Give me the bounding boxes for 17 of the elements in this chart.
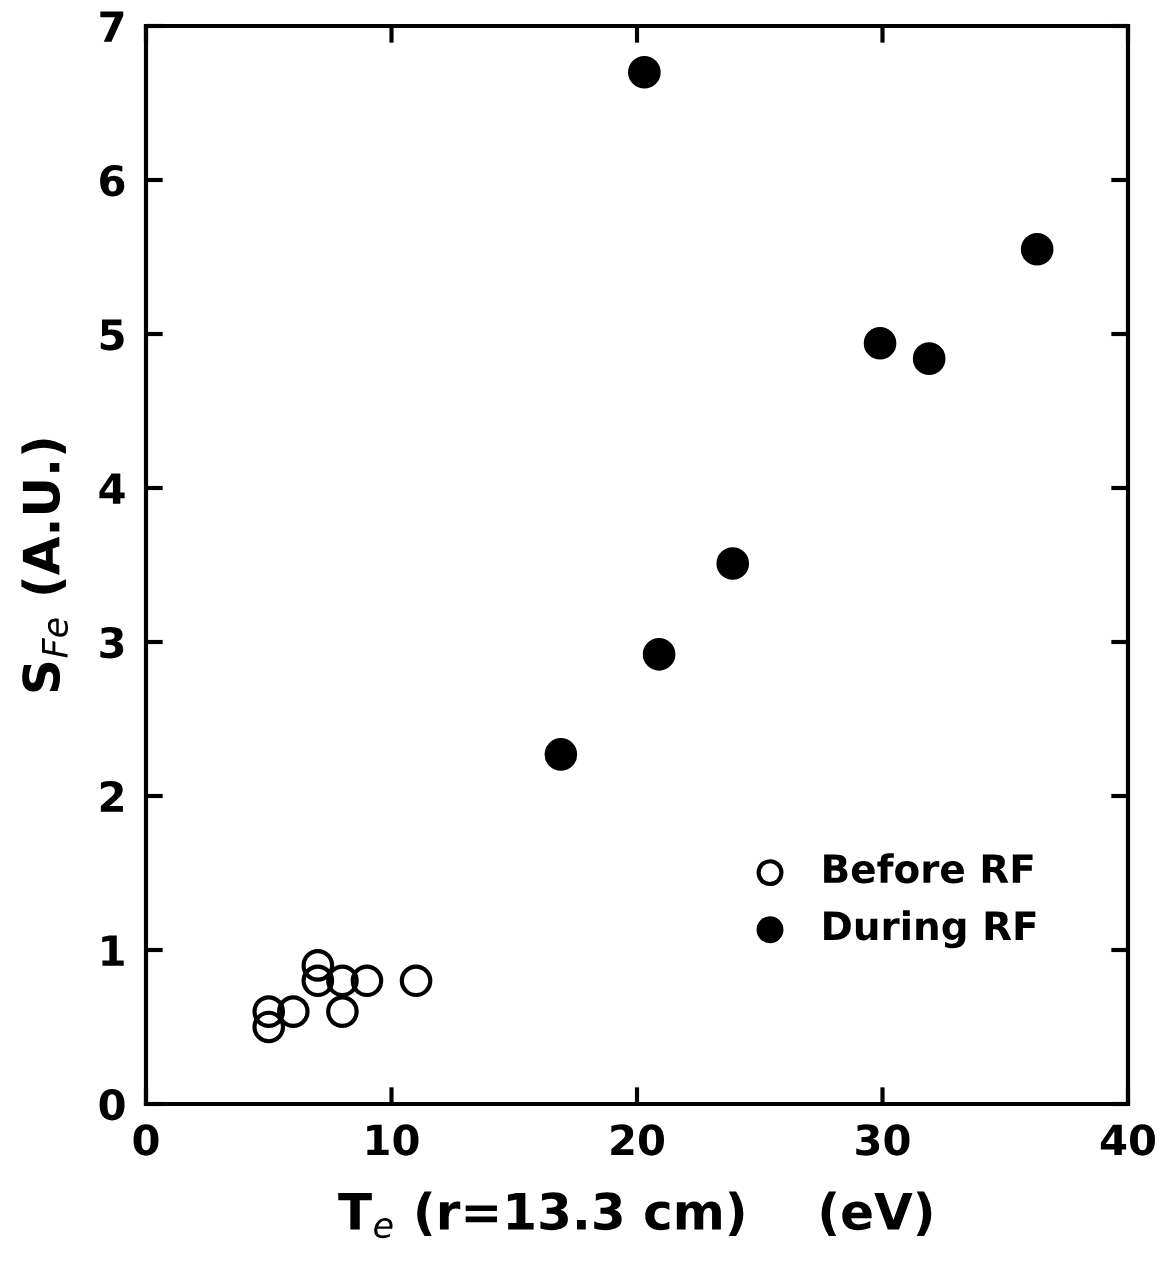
x-tick-label: 40 [1100, 1124, 1155, 1156]
y-tick-label: 2 [100, 780, 123, 812]
y-tick-label: 1 [102, 935, 124, 966]
y-tick-label: 7 [100, 11, 124, 42]
y-tick-label: 3 [100, 626, 124, 659]
y-axis-title: S$_{Fe}$ (A.U.) [21, 439, 69, 692]
y-tick-label: 4 [99, 473, 125, 504]
x-tick-label: 30 [856, 1124, 910, 1156]
legend-label: Before RF [824, 853, 1033, 884]
y-tick-label: 6 [100, 164, 125, 197]
x-tick-label: 0 [133, 1124, 159, 1156]
legend-label: During RF [824, 910, 1036, 949]
x-tick-label: 20 [611, 1124, 664, 1156]
y-tick-label: 5 [100, 319, 124, 351]
y-tick-label: 0 [99, 1088, 125, 1121]
x-tick-label: 10 [367, 1124, 419, 1156]
x-axis-title: T$_{e}$ (r=13.3 cm) (eV) [338, 1191, 932, 1239]
